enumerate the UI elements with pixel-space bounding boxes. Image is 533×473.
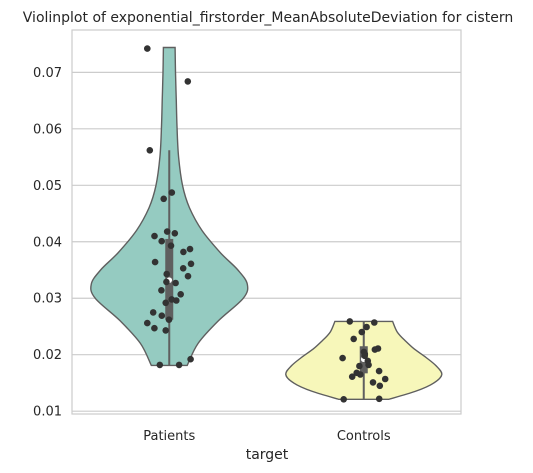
x-tick-label: Patients xyxy=(143,429,195,444)
data-point xyxy=(371,346,379,353)
data-point xyxy=(361,352,369,360)
data-point xyxy=(144,45,151,52)
data-point xyxy=(356,362,363,370)
data-point xyxy=(363,323,370,331)
data-point xyxy=(171,230,179,237)
data-point xyxy=(146,147,154,154)
data-point xyxy=(162,327,169,334)
data-point xyxy=(162,299,169,307)
data-point xyxy=(151,232,158,240)
data-point xyxy=(175,361,183,369)
data-point xyxy=(350,335,358,343)
data-point xyxy=(172,279,179,287)
data-point xyxy=(163,228,171,235)
y-axis: 0.01 0.02 0.03 0.04 0.05 0.06 0.07 xyxy=(33,66,62,420)
data-point xyxy=(144,319,151,327)
data-point xyxy=(180,248,187,256)
data-points xyxy=(144,45,389,403)
data-point xyxy=(184,272,192,280)
data-point xyxy=(158,237,165,245)
data-point xyxy=(371,319,378,326)
data-point xyxy=(346,318,354,325)
data-point xyxy=(158,287,165,294)
data-point xyxy=(149,309,157,316)
data-point xyxy=(163,278,170,286)
data-point xyxy=(163,270,170,278)
data-point xyxy=(365,361,372,369)
y-tick-label: 0.06 xyxy=(33,122,62,137)
data-point xyxy=(187,260,195,268)
data-point xyxy=(375,395,383,403)
data-point xyxy=(177,291,184,298)
data-point xyxy=(158,312,166,320)
violins xyxy=(90,46,443,400)
y-tick-label: 0.01 xyxy=(33,405,62,420)
data-point xyxy=(160,195,167,203)
data-point xyxy=(151,258,159,266)
y-tick-label: 0.03 xyxy=(33,292,62,307)
data-point xyxy=(357,371,364,378)
chart-title: Violinplot of exponential_firstorder_Mea… xyxy=(23,10,513,26)
data-point xyxy=(156,361,164,369)
data-point xyxy=(173,297,180,304)
data-point xyxy=(381,375,389,383)
data-point xyxy=(168,189,176,196)
data-point xyxy=(167,242,175,249)
data-point xyxy=(339,354,346,362)
data-point xyxy=(375,367,383,375)
data-point xyxy=(179,265,187,272)
y-tick-label: 0.07 xyxy=(33,66,62,81)
data-point xyxy=(376,382,384,390)
data-point xyxy=(348,373,356,381)
y-tick-label: 0.02 xyxy=(33,348,62,363)
data-point xyxy=(184,78,192,85)
data-point xyxy=(369,379,377,386)
y-tick-label: 0.05 xyxy=(33,179,62,194)
plot-frame xyxy=(71,29,462,415)
data-point xyxy=(187,355,194,363)
data-point xyxy=(340,396,348,403)
data-point xyxy=(151,324,158,332)
data-point xyxy=(186,245,194,253)
x-axis-label: target xyxy=(246,447,289,463)
data-point xyxy=(358,328,366,336)
x-tick-label: Controls xyxy=(337,429,391,444)
y-tick-label: 0.04 xyxy=(33,235,62,250)
data-point xyxy=(165,316,173,324)
x-axis: Patients Controls xyxy=(143,429,391,444)
